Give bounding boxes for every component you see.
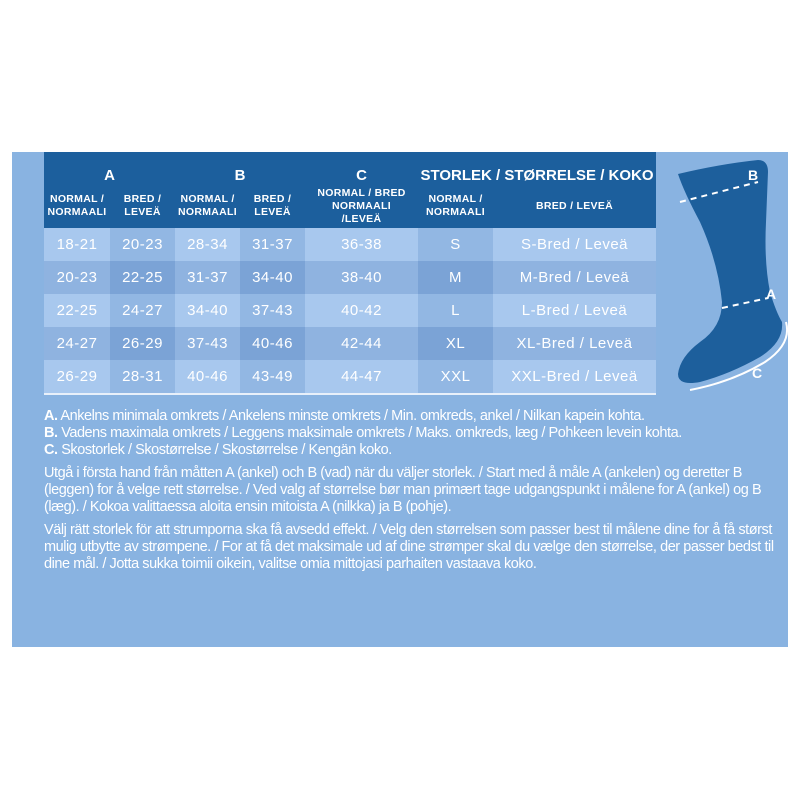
sock-label-c: C bbox=[752, 365, 762, 381]
note-paragraph-2: Välj rätt storlek för att strumporna ska… bbox=[44, 522, 774, 572]
c-measure-line bbox=[689, 321, 788, 391]
note-b-text: Vadens maximala omkrets / Leggens maksim… bbox=[57, 425, 682, 441]
table-cell: 26-29 bbox=[110, 327, 175, 360]
sock-shape bbox=[678, 160, 783, 383]
table-cell: XXL-Bred / Leveä bbox=[493, 360, 656, 395]
table-cell: 42-44 bbox=[305, 327, 418, 360]
table-cell: 34-40 bbox=[175, 294, 240, 327]
table-cell: 31-37 bbox=[240, 228, 305, 261]
column-header: BRED / LEVEÄ bbox=[240, 184, 305, 228]
a-measure-line bbox=[721, 297, 769, 309]
column-header-text: NORMAL / BRED NORMAALI /LEVEÄ bbox=[317, 186, 406, 225]
table-cell: S-Bred / Leveä bbox=[493, 228, 656, 261]
table-cell: XL-Bred / Leveä bbox=[493, 327, 656, 360]
sock-diagram: B A C bbox=[678, 160, 788, 391]
table-cell: 40-46 bbox=[240, 327, 305, 360]
group-header-a: A bbox=[44, 152, 175, 184]
table-cell: M bbox=[418, 261, 493, 294]
measurement-notes: A. Ankelns minimala omkrets / Ankelens m… bbox=[44, 408, 784, 579]
table-cell: 40-46 bbox=[175, 360, 240, 395]
table-cell: M-Bred / Leveä bbox=[493, 261, 656, 294]
table-cell: 20-23 bbox=[110, 228, 175, 261]
note-paragraph-1: Utgå i första hand från måtten A (ankel)… bbox=[44, 465, 762, 515]
table-cell: 24-27 bbox=[110, 294, 175, 327]
note-a-text: Ankelns minimala omkrets / Ankelens mins… bbox=[57, 408, 645, 424]
column-header: BRED / LEVEÄ bbox=[110, 184, 175, 228]
table-cell: 28-34 bbox=[175, 228, 240, 261]
table-cell: 22-25 bbox=[110, 261, 175, 294]
table-cell: 24-27 bbox=[44, 327, 110, 360]
table-cell: 18-21 bbox=[44, 228, 110, 261]
table-row: 22-25 24-27 34-40 37-43 40-42 L L-Bred / Leveä bbox=[44, 294, 656, 327]
table-cell: 37-43 bbox=[175, 327, 240, 360]
b-measure-line bbox=[679, 181, 759, 203]
table-cell: XXL bbox=[418, 360, 493, 395]
table-cell: XL bbox=[418, 327, 493, 360]
table-cell: 37-43 bbox=[240, 294, 305, 327]
note-b-key: B. bbox=[44, 425, 58, 441]
table-cell: S bbox=[418, 228, 493, 261]
table-cell: 28-31 bbox=[110, 360, 175, 395]
table-cell: 34-40 bbox=[240, 261, 305, 294]
size-table: A B C STORLEK / STØRRELSE / KOKO NORMAL … bbox=[44, 152, 656, 395]
table-cell: 38-40 bbox=[305, 261, 418, 294]
table-cell: 43-49 bbox=[240, 360, 305, 395]
column-header: NORMAL / BRED NORMAALI /LEVEÄ bbox=[305, 184, 418, 228]
note-c-text: Skostorlek / Skostørrelse / Skostørrelse… bbox=[57, 442, 392, 458]
note-c-key: C. bbox=[44, 442, 58, 458]
group-header-b: B bbox=[175, 152, 305, 184]
column-header: NORMAL / NORMAALI bbox=[418, 184, 493, 228]
column-header: NORMAL / NORMAALI bbox=[44, 184, 110, 228]
column-header: NORMAL / NORMAALI bbox=[175, 184, 240, 228]
table-cell: L-Bred / Leveä bbox=[493, 294, 656, 327]
table-row: 18-21 20-23 28-34 31-37 36-38 S S-Bred / Leveä bbox=[44, 228, 656, 261]
table-cell: 31-37 bbox=[175, 261, 240, 294]
note-a-key: A. bbox=[44, 408, 58, 424]
table-row: 20-23 22-25 31-37 34-40 38-40 M M-Bred / Leveä bbox=[44, 261, 656, 294]
table-cell: 22-25 bbox=[44, 294, 110, 327]
table-row: 26-29 28-31 40-46 43-49 44-47 XXL XXL-Bred / L… bbox=[44, 360, 656, 395]
sock-label-b: B bbox=[748, 167, 758, 183]
table-cell: L bbox=[418, 294, 493, 327]
table-cell: 20-23 bbox=[44, 261, 110, 294]
group-header-size: STORLEK / STØRRELSE / KOKO bbox=[418, 152, 656, 184]
table-cell: 26-29 bbox=[44, 360, 110, 395]
table-cell: 36-38 bbox=[305, 228, 418, 261]
sock-label-a: A bbox=[766, 286, 776, 302]
table-row: 24-27 26-29 37-43 40-46 42-44 XL XL-Bred / Lev… bbox=[44, 327, 656, 360]
group-header-c: C bbox=[305, 152, 418, 184]
column-header: BRED / LEVEÄ bbox=[493, 184, 656, 228]
table-cell: 44-47 bbox=[305, 360, 418, 395]
table-cell: 40-42 bbox=[305, 294, 418, 327]
